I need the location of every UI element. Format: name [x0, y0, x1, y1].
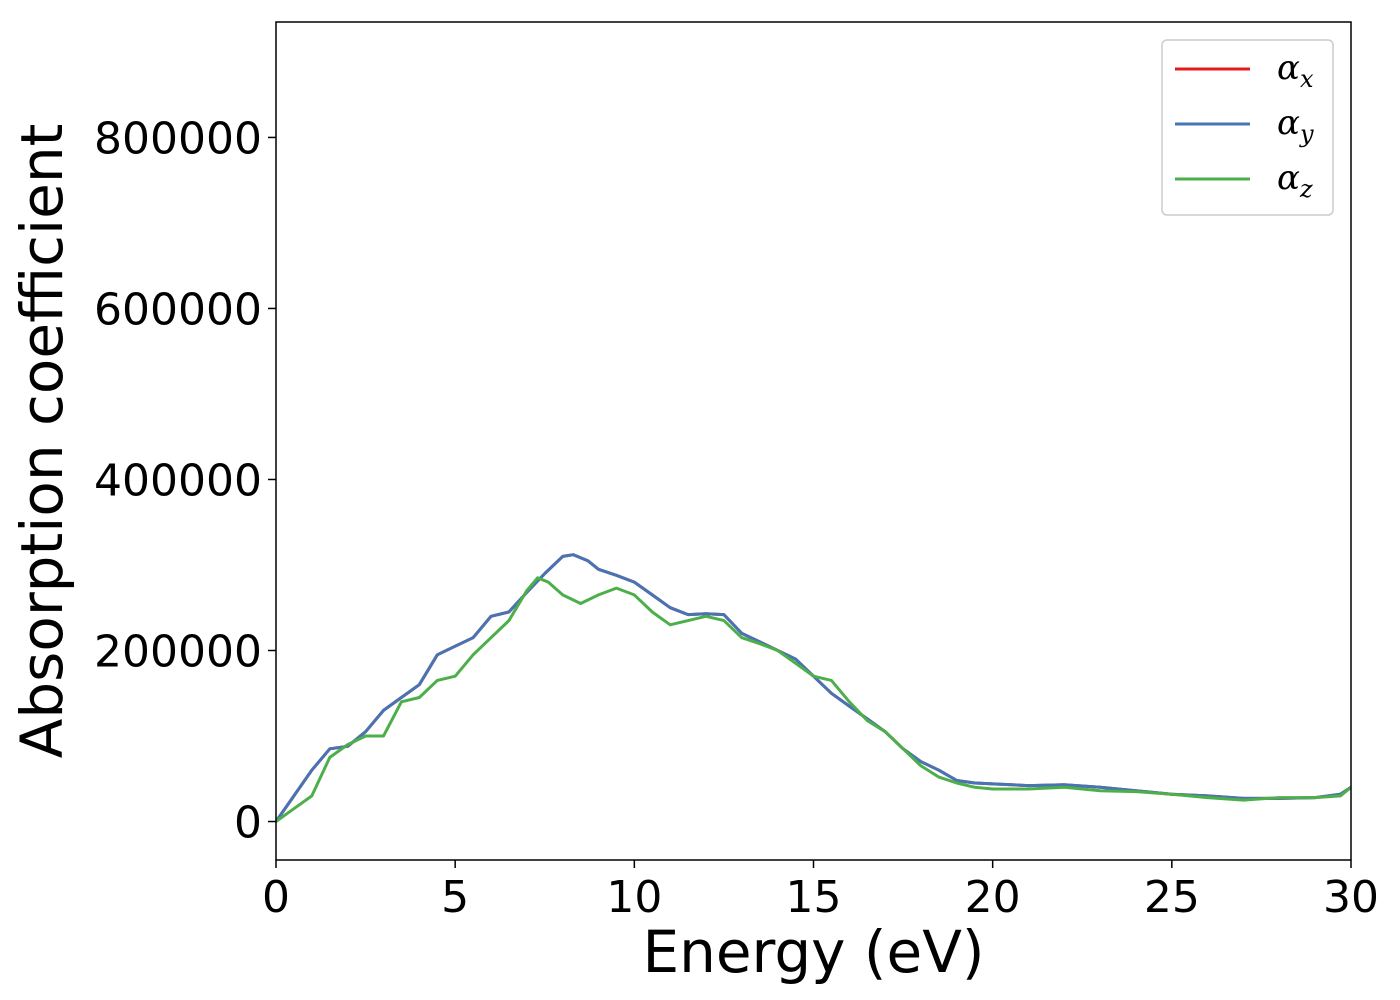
series-layer	[276, 553, 1351, 823]
legend: αx αy αz	[1161, 39, 1334, 216]
y-axis: 0 200000 400000 600000 800000	[94, 113, 276, 849]
x-axis-label: Energy (eV)	[642, 918, 984, 986]
y-tick-label: 800000	[94, 113, 262, 164]
legend-box	[1161, 39, 1334, 216]
legend-label-z: αz	[1277, 158, 1313, 203]
x-tick-label: 20	[965, 872, 1021, 923]
y-tick-label: 400000	[94, 455, 262, 506]
x-tick-label: 30	[1323, 872, 1379, 923]
x-axis: 0 5 10 15 20 25 30	[262, 860, 1379, 923]
x-tick-label: 25	[1144, 872, 1200, 923]
y-tick-label: 600000	[94, 284, 262, 335]
series-line-x	[276, 553, 1351, 823]
series-line-z	[276, 576, 1351, 823]
legend-label-x: αx	[1277, 48, 1314, 93]
x-tick-label: 15	[786, 872, 842, 923]
legend-label-y: αy	[1277, 103, 1314, 148]
x-tick-label: 5	[441, 872, 469, 923]
y-axis-label: Absorption coefficient	[8, 124, 76, 759]
y-tick-label: 200000	[94, 627, 262, 678]
series-line-y	[276, 553, 1351, 823]
x-tick-label: 10	[606, 872, 662, 923]
x-tick-label: 0	[262, 872, 290, 923]
y-tick-label: 0	[234, 798, 262, 849]
